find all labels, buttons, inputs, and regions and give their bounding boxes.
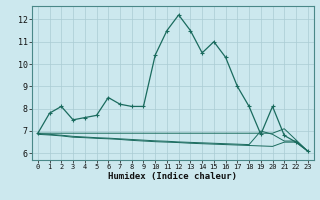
X-axis label: Humidex (Indice chaleur): Humidex (Indice chaleur): [108, 172, 237, 181]
